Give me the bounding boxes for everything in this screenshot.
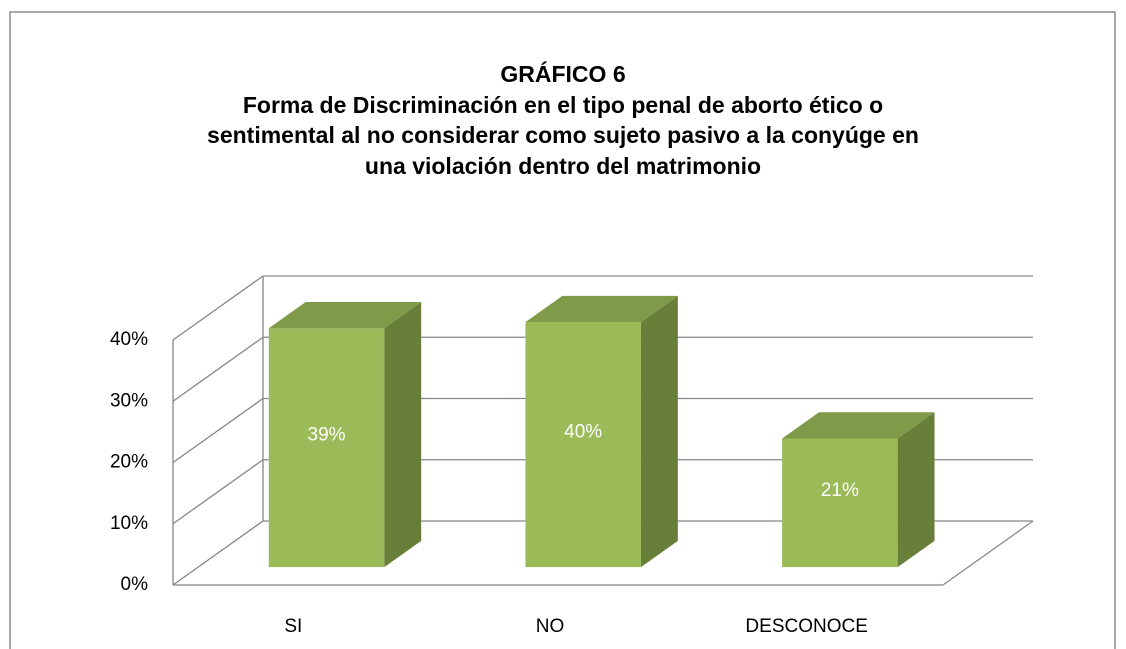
x-tick-label: NO <box>536 616 565 637</box>
chart-title: GRÁFICO 6 <box>500 60 625 87</box>
bar <box>782 438 898 568</box>
grid-line <box>172 397 264 464</box>
grid-line <box>172 520 264 586</box>
grid-line <box>172 275 264 341</box>
value-label: 40% <box>564 422 602 443</box>
y-tick-label: 20% <box>110 452 148 473</box>
value-label: 39% <box>308 425 346 446</box>
bar-side <box>640 295 678 568</box>
x-tick-label: DESCONOCE <box>745 616 867 637</box>
y-tick-label: 10% <box>110 513 148 534</box>
bar <box>525 322 641 568</box>
bar-top <box>782 412 935 439</box>
grid-line <box>172 459 264 525</box>
bar-side <box>384 301 422 568</box>
y-tick-label: 30% <box>110 390 148 411</box>
bar-top <box>268 301 422 329</box>
chart-title: Forma de Discriminación en el tipo penal… <box>243 92 883 118</box>
bar-side <box>897 412 935 568</box>
bar-top <box>525 295 678 323</box>
chart-title: sentimental al no considerar como sujeto… <box>207 122 919 148</box>
x-tick-label: SI <box>284 616 302 637</box>
chart-title: una violación dentro del matrimonio <box>365 153 761 179</box>
y-tick-label: 0% <box>121 574 149 595</box>
bar <box>268 328 385 568</box>
value-label: 21% <box>821 480 859 501</box>
y-tick-label: 40% <box>110 329 148 350</box>
floor-edge <box>942 520 1034 586</box>
grid-line <box>172 336 264 402</box>
